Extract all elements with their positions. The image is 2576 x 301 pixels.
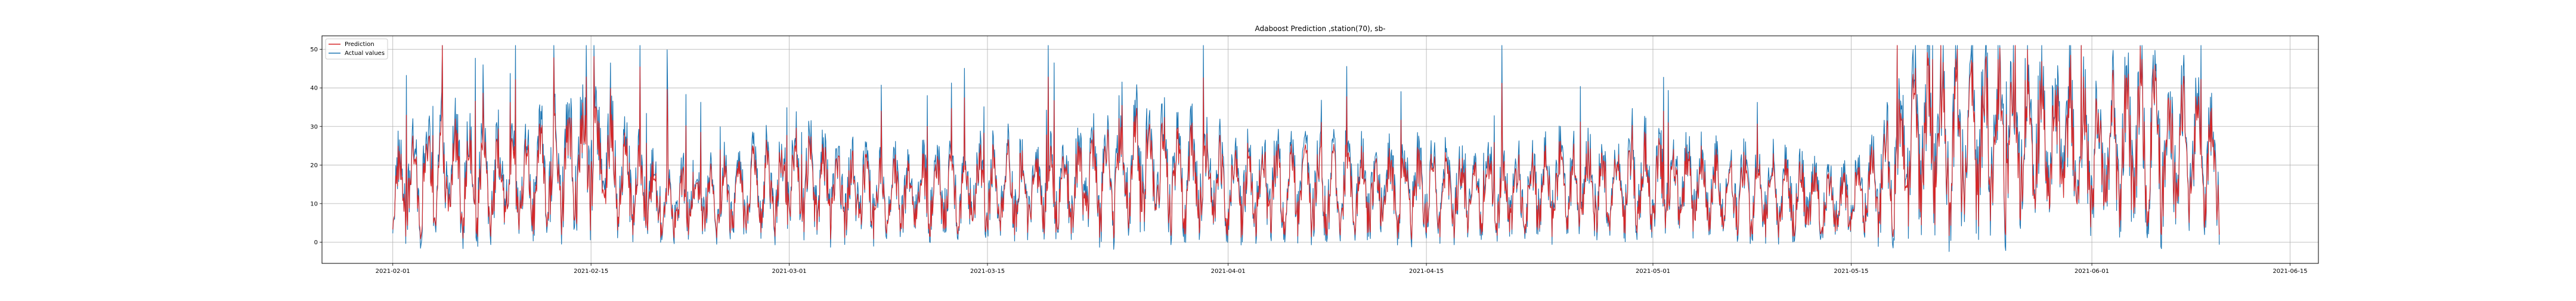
plot-area-frame	[321, 35, 2319, 264]
x-tick-label: 2021-06-01	[2075, 268, 2109, 275]
y-axis: 0 10 20 30 40 50	[310, 47, 322, 246]
legend-box	[325, 38, 388, 60]
series-line-prediction	[392, 45, 2220, 240]
y-tick-label: 0	[314, 239, 318, 246]
x-tick-label: 2021-04-01	[1211, 268, 1246, 275]
y-tick-label: 30	[310, 124, 318, 130]
y-tick-label: 50	[310, 47, 318, 53]
x-tick-label: 2021-05-15	[1834, 268, 1868, 275]
x-tick-label: 2021-03-01	[772, 268, 807, 275]
legend-label-prediction: Prediction	[345, 41, 374, 48]
x-tick-label: 2021-05-01	[1636, 268, 1670, 275]
plot-series	[392, 45, 2220, 252]
x-tick-label: 2021-04-15	[1409, 268, 1444, 275]
legend: Prediction Actual values	[325, 38, 388, 60]
x-tick-label: 2021-03-15	[970, 268, 1005, 275]
y-tick-label: 40	[310, 85, 318, 92]
x-tick-label: 2021-02-15	[574, 268, 608, 275]
x-tick-label: 2021-02-01	[376, 268, 410, 275]
x-tick-label: 2021-06-15	[2272, 268, 2307, 275]
y-tick-label: 20	[310, 162, 318, 169]
y-tick-label: 10	[310, 201, 318, 207]
chart-title: Adaboost Prediction ,station(70), sb-	[1255, 24, 1385, 33]
x-axis: 2021-02-01 2021-02-15 2021-03-01 2021-03-15…	[376, 263, 2308, 275]
legend-label-actual-values: Actual values	[345, 50, 385, 57]
